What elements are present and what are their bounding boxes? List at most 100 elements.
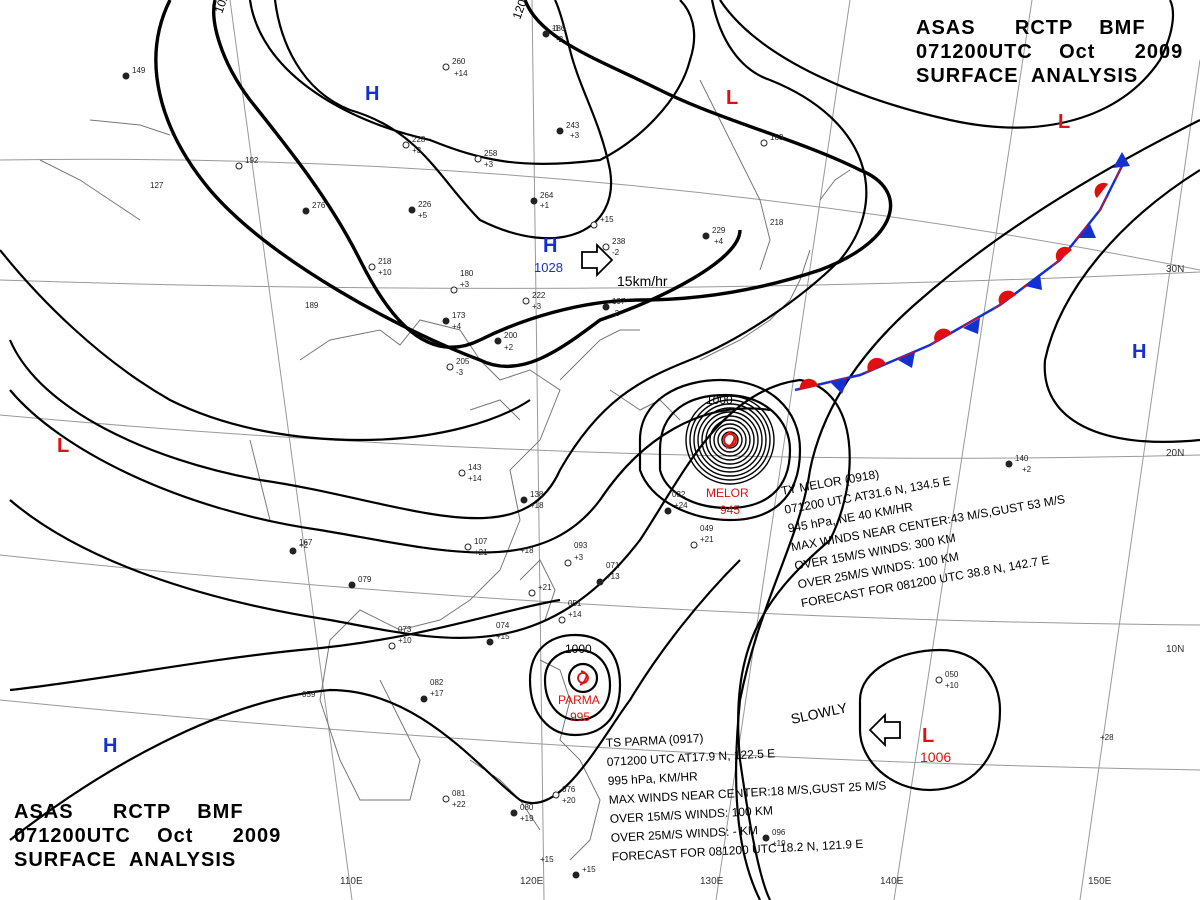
low-motion-arrow: [868, 712, 901, 748]
station-value: +3: [460, 280, 470, 289]
station-value: 173: [452, 311, 466, 320]
station-value: +14: [468, 474, 482, 483]
station-value: 140: [1015, 454, 1029, 463]
station-marker: [289, 547, 297, 555]
station-marker: [664, 507, 672, 515]
header-bottom: ASAS RCTP BMF 071200UTC Oct 2009 SURFACE…: [14, 800, 281, 872]
station-value: 059: [302, 690, 316, 699]
station-value: +15: [540, 855, 554, 864]
station-value: 218: [770, 218, 784, 227]
warm-front-markers: [799, 182, 1108, 390]
lon-label: 110E: [340, 876, 363, 887]
station-value: 074: [496, 621, 510, 630]
station-value: 081: [452, 789, 466, 798]
station-marker: [494, 337, 502, 345]
station-value: +14: [568, 610, 582, 619]
station-value: +3: [570, 131, 580, 140]
station-marker: [602, 303, 610, 311]
station-value: 082: [430, 678, 444, 687]
station-marker: [235, 162, 243, 170]
station-marker: [446, 363, 454, 371]
station-value: 143: [468, 463, 482, 472]
melor-rings: [685, 395, 775, 485]
station-marker: [542, 30, 550, 38]
high-center: H: [365, 83, 379, 105]
station-value: +3: [484, 160, 494, 169]
station-marker: [510, 809, 518, 817]
station-marker: [935, 676, 943, 684]
station-value: +14: [454, 69, 468, 78]
station-value: +18: [520, 546, 534, 555]
station-marker: [122, 72, 130, 80]
station-value: 149: [132, 66, 146, 75]
station-value: 107: [474, 537, 488, 546]
station-value: 197: [612, 297, 626, 306]
station-value: +4: [452, 322, 462, 331]
high-center: H: [103, 735, 117, 757]
station-value: -2: [612, 309, 620, 318]
header-line: ASAS RCTP BMF: [916, 17, 1146, 39]
station-value: +21: [538, 583, 552, 592]
station-value: +3: [412, 146, 422, 155]
station-marker: [442, 63, 450, 71]
station-marker: [450, 286, 458, 294]
melor-pressure: 945: [720, 503, 740, 517]
high-value: 1028: [534, 260, 563, 275]
station-value: 189: [305, 301, 319, 310]
station-marker: [464, 543, 472, 551]
station-marker: [442, 795, 450, 803]
station-marker: [458, 469, 466, 477]
station-value: +21: [474, 548, 488, 557]
station-value: 192: [245, 156, 259, 165]
front-line: [794, 159, 1127, 392]
station-value: +1: [540, 201, 550, 210]
station-value: 200: [504, 331, 518, 340]
station-marker: [388, 642, 396, 650]
station-marker: [486, 638, 494, 646]
parma-name: PARMA: [558, 693, 600, 707]
station-value: +28: [1100, 733, 1114, 742]
station-value: +22: [452, 800, 466, 809]
station-value: +13: [606, 572, 620, 581]
station-value: +2: [504, 343, 514, 352]
isobar-label: 1000: [565, 642, 592, 656]
station-value: +19: [520, 814, 534, 823]
station-value: 228: [412, 135, 426, 144]
melor-info: TY MELOR (0918) 071200 UTC AT31.6 N, 134…: [780, 467, 1066, 610]
low-center: L: [1058, 111, 1070, 133]
station-value: 260: [452, 57, 466, 66]
station-value: 080: [520, 803, 534, 812]
station-marker: [564, 559, 572, 567]
station-value: 049: [700, 524, 714, 533]
station-value: +2: [1022, 465, 1032, 474]
station-marker: [348, 581, 356, 589]
station-value: 127: [150, 181, 164, 190]
station-marker: [556, 127, 564, 135]
low-center: L: [726, 87, 738, 109]
parma-info-line: 995 hPa, KM/HR: [607, 769, 698, 788]
station-value: 229: [712, 226, 726, 235]
station-marker: [596, 578, 604, 586]
station-marker: [442, 317, 450, 325]
station-value: 076: [562, 785, 576, 794]
station-value: 167: [299, 538, 313, 547]
station-value: 079: [358, 575, 372, 584]
isobar-label: 1000: [706, 393, 733, 407]
station-marker: [402, 141, 410, 149]
station-value: 071: [606, 561, 620, 570]
station-marker: [420, 695, 428, 703]
station-value: +2: [299, 541, 309, 550]
station-value: 243: [566, 121, 580, 130]
pressure-systems: H H 1028 H H L L L L 1006: [57, 83, 1146, 765]
lat-label: 30N: [1166, 264, 1184, 275]
station-value: 138: [530, 490, 544, 499]
station-plots: 186-2260+14243+3258+3264+1238-2229+4228+…: [122, 24, 1114, 879]
station-value: +10: [945, 681, 959, 690]
station-value: 163: [770, 133, 784, 142]
lon-label: 140E: [880, 876, 904, 887]
station-value: +24: [674, 501, 688, 510]
station-value: 180: [460, 269, 474, 278]
station-value: 205: [456, 357, 470, 366]
